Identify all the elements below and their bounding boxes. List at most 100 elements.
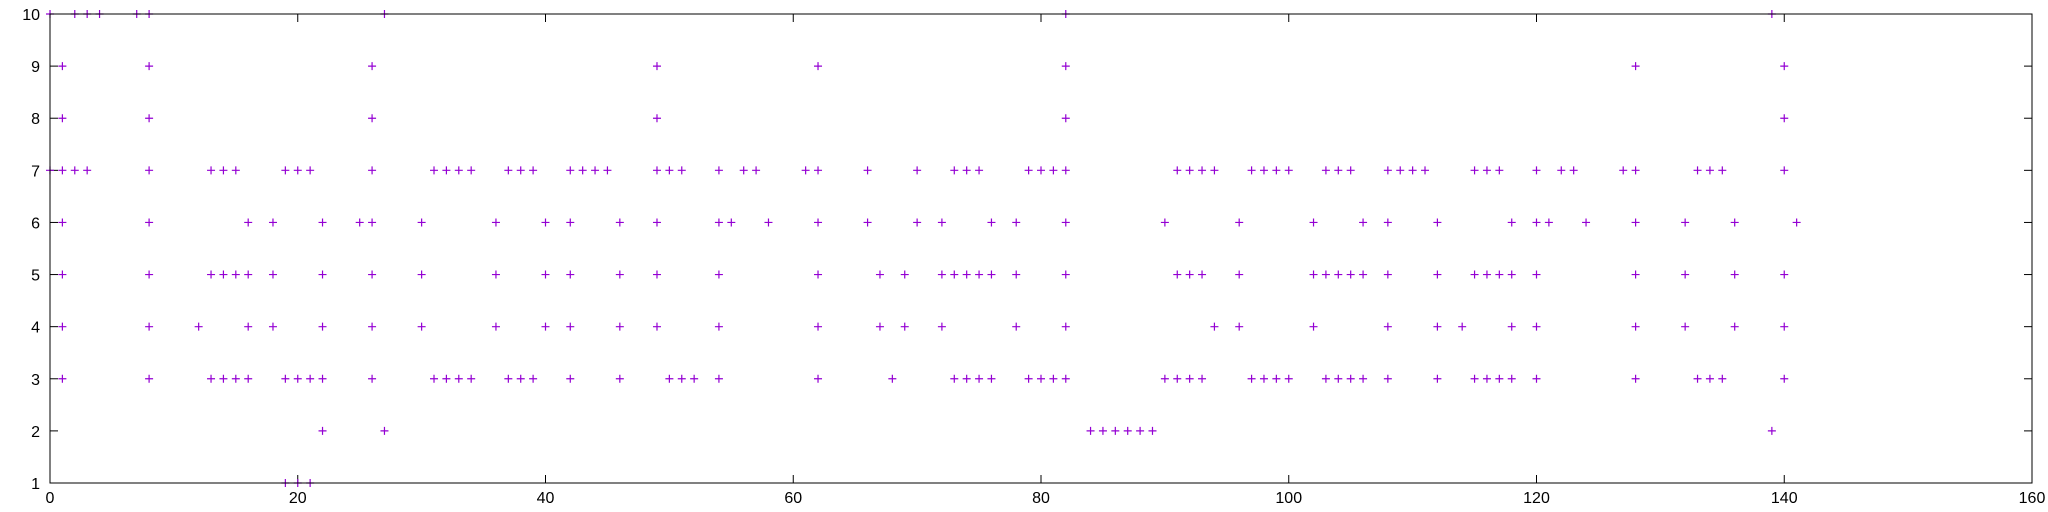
data-points — [46, 10, 1801, 487]
data-point — [281, 166, 290, 175]
data-point — [207, 270, 216, 279]
data-point — [454, 374, 463, 383]
data-point — [491, 218, 500, 227]
data-point — [714, 374, 723, 383]
data-point — [764, 218, 773, 227]
data-point — [615, 374, 624, 383]
data-point — [652, 218, 661, 227]
data-point — [281, 374, 290, 383]
x-tick-label: 0 — [46, 490, 55, 507]
data-point — [652, 166, 661, 175]
data-point — [58, 114, 67, 123]
data-point — [231, 166, 240, 175]
data-point — [244, 270, 253, 279]
data-point — [1334, 166, 1343, 175]
data-point — [714, 166, 723, 175]
y-tick-label: 4 — [31, 320, 40, 337]
data-point — [950, 270, 959, 279]
data-point — [1693, 166, 1702, 175]
data-point — [1631, 322, 1640, 331]
data-point — [1235, 270, 1244, 279]
data-point — [1136, 426, 1145, 435]
data-point — [727, 218, 736, 227]
data-point — [1346, 270, 1355, 279]
data-point — [1532, 270, 1541, 279]
data-point — [58, 374, 67, 383]
data-point — [566, 374, 575, 383]
data-point — [1198, 166, 1207, 175]
data-point — [1173, 374, 1182, 383]
data-point — [1321, 374, 1330, 383]
data-point — [516, 374, 525, 383]
data-point — [1061, 114, 1070, 123]
y-tick-label: 9 — [31, 59, 40, 76]
data-point — [1123, 426, 1132, 435]
data-point — [1780, 374, 1789, 383]
data-point — [863, 218, 872, 227]
data-point — [814, 166, 823, 175]
data-point — [1359, 270, 1368, 279]
data-point — [417, 322, 426, 331]
data-point — [900, 270, 909, 279]
data-point — [58, 322, 67, 331]
data-point — [1012, 322, 1021, 331]
data-point — [293, 374, 302, 383]
data-point — [665, 374, 674, 383]
data-point — [875, 270, 884, 279]
data-point — [1061, 62, 1070, 71]
data-point — [306, 374, 315, 383]
data-point — [1631, 62, 1640, 71]
data-point — [677, 374, 686, 383]
data-point — [1557, 166, 1566, 175]
x-tick-label: 40 — [537, 490, 555, 507]
data-point — [231, 374, 240, 383]
data-point — [1718, 166, 1727, 175]
data-point — [1061, 166, 1070, 175]
data-point — [714, 322, 723, 331]
data-point — [987, 374, 996, 383]
data-point — [1631, 218, 1640, 227]
data-point — [615, 270, 624, 279]
data-point — [1507, 218, 1516, 227]
data-point — [714, 218, 723, 227]
data-point — [1619, 166, 1628, 175]
data-point — [752, 166, 761, 175]
data-point — [442, 374, 451, 383]
data-point — [529, 374, 538, 383]
data-point — [145, 374, 154, 383]
data-point — [801, 166, 810, 175]
data-point — [1495, 166, 1504, 175]
data-point — [541, 218, 550, 227]
data-point — [814, 218, 823, 227]
data-point — [950, 166, 959, 175]
data-point — [1173, 166, 1182, 175]
data-point — [1173, 270, 1182, 279]
data-point — [863, 166, 872, 175]
data-point — [1631, 270, 1640, 279]
data-point — [318, 218, 327, 227]
data-point — [70, 166, 79, 175]
data-point — [1185, 270, 1194, 279]
data-point — [1482, 166, 1491, 175]
data-point — [1383, 374, 1392, 383]
data-point — [1780, 62, 1789, 71]
data-point — [1780, 270, 1789, 279]
data-point — [665, 166, 674, 175]
data-point — [1235, 218, 1244, 227]
data-point — [1631, 166, 1640, 175]
data-point — [913, 218, 922, 227]
data-point — [1482, 374, 1491, 383]
data-point — [615, 322, 624, 331]
data-point — [1272, 374, 1281, 383]
data-point — [1049, 166, 1058, 175]
data-point — [987, 218, 996, 227]
y-tick-label: 7 — [31, 163, 40, 180]
data-point — [219, 270, 228, 279]
data-point — [368, 114, 377, 123]
tick-marks — [49, 13, 2033, 484]
data-point — [913, 166, 922, 175]
data-point — [1259, 166, 1268, 175]
data-point — [1037, 166, 1045, 175]
data-point — [1346, 374, 1355, 383]
data-point — [875, 322, 884, 331]
